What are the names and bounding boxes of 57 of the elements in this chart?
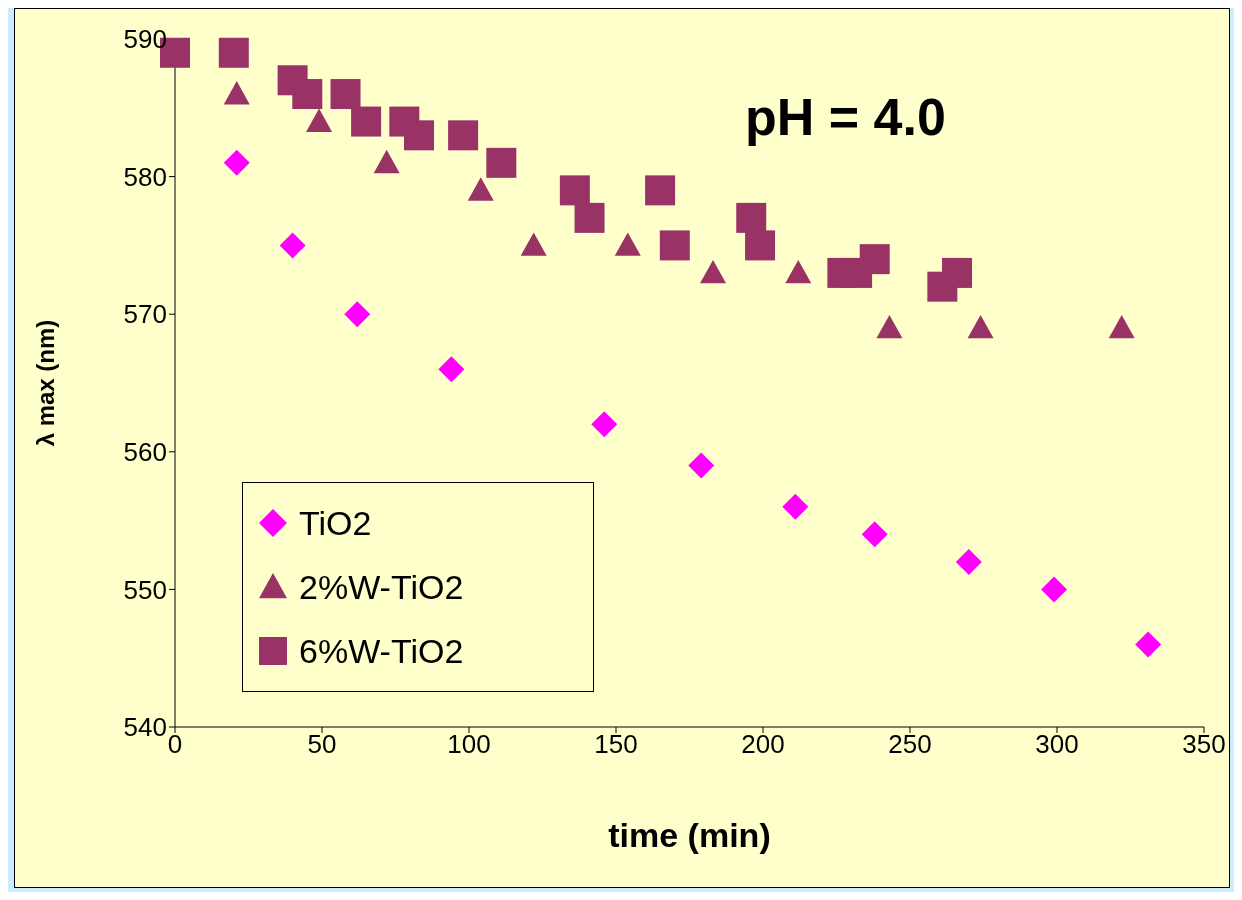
- point: [218, 37, 249, 68]
- point: [438, 356, 465, 383]
- legend-label: 2%W-TiO2: [299, 567, 464, 607]
- point: [942, 257, 973, 288]
- x-tick-label: 100: [447, 729, 491, 760]
- point: [344, 301, 371, 328]
- point: [745, 230, 776, 261]
- point: [223, 149, 250, 176]
- x-tick-label: 200: [741, 729, 785, 760]
- point: [559, 175, 590, 206]
- point: [351, 106, 382, 137]
- point: [700, 259, 727, 284]
- y-tick-label: 550: [123, 574, 167, 605]
- point: [861, 521, 888, 548]
- x-tick-label: 50: [307, 729, 337, 760]
- y-tick-label: 570: [123, 299, 167, 330]
- x-tick-label: 0: [167, 729, 183, 760]
- point: [1135, 631, 1162, 658]
- point: [279, 232, 306, 259]
- point: [330, 79, 361, 110]
- point: [306, 108, 333, 132]
- x-tick-label: 300: [1035, 729, 1079, 760]
- y-tick-label: 540: [123, 712, 167, 743]
- y-axis-title: λ max (nm): [31, 319, 59, 447]
- y-tick-label: 590: [123, 24, 167, 55]
- annotation: pH = 4.0: [745, 87, 946, 147]
- point: [574, 202, 605, 233]
- point: [520, 232, 547, 256]
- legend-label: TiO2: [299, 503, 372, 543]
- point: [782, 493, 809, 520]
- point: [448, 120, 479, 151]
- y-tick-label: 580: [123, 161, 167, 192]
- point: [467, 177, 494, 201]
- point: [967, 314, 994, 339]
- y-tick-label: 560: [123, 437, 167, 468]
- x-tick-label: 250: [888, 729, 932, 760]
- x-tick-label: 350: [1182, 729, 1226, 760]
- x-axis-title: time (min): [608, 816, 771, 854]
- point: [614, 232, 641, 256]
- point: [736, 202, 767, 233]
- point: [1041, 576, 1068, 603]
- point: [876, 314, 903, 339]
- point: [688, 452, 715, 479]
- point: [1108, 314, 1135, 339]
- point: [591, 411, 618, 438]
- point: [645, 175, 676, 206]
- point: [859, 244, 890, 275]
- point: [486, 147, 517, 178]
- point: [785, 259, 812, 284]
- point: [373, 149, 400, 174]
- point: [404, 120, 435, 151]
- point: [659, 230, 690, 261]
- point: [955, 548, 982, 575]
- point: [292, 79, 323, 110]
- x-tick-label: 150: [594, 729, 638, 760]
- point: [223, 81, 250, 105]
- legend-label: 6%W-TiO2: [299, 631, 464, 671]
